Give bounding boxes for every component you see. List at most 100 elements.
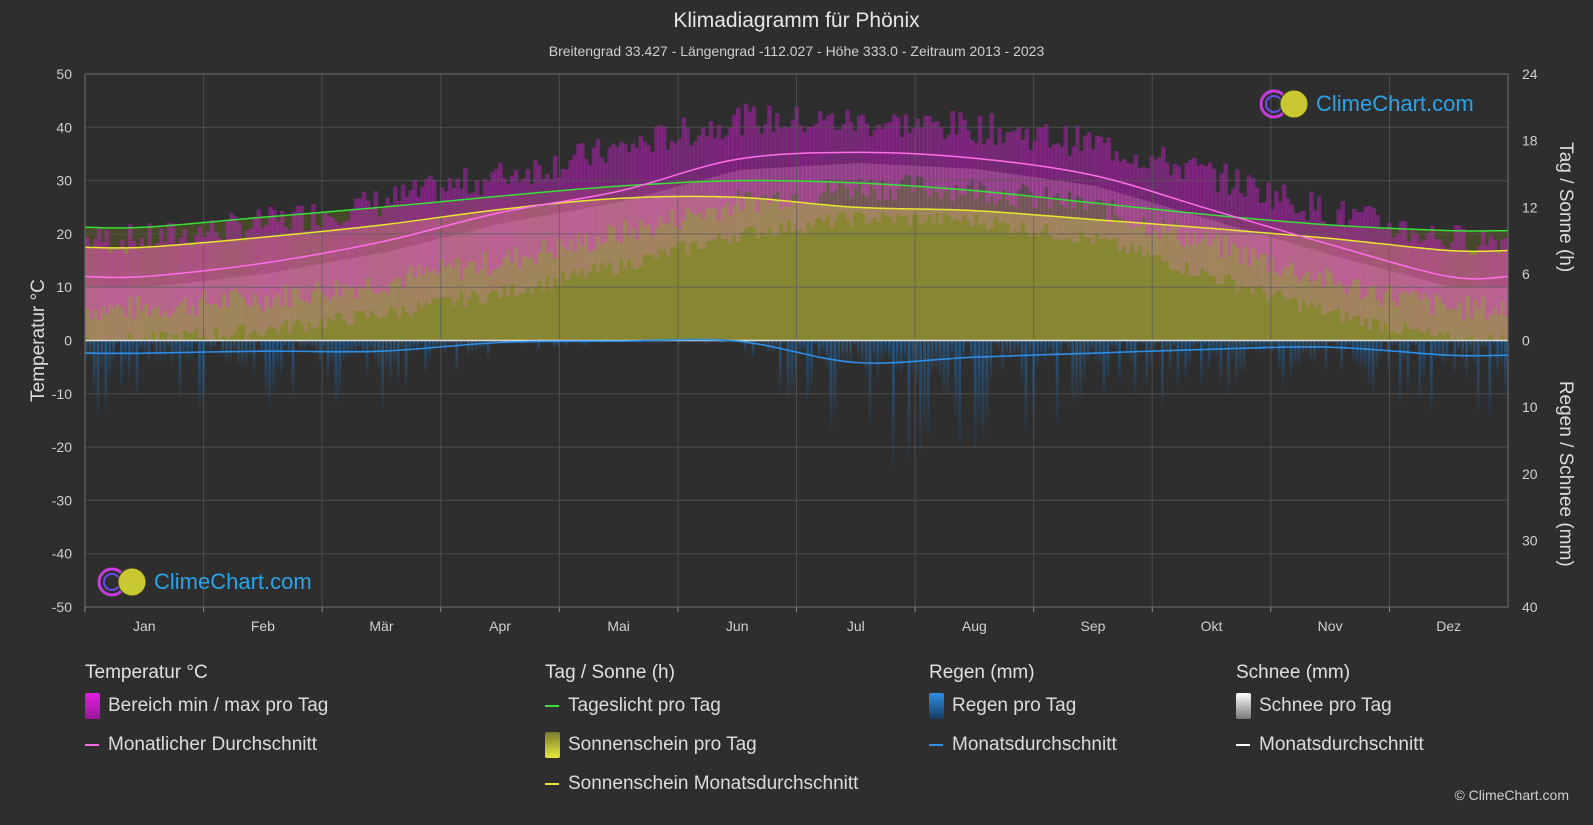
rain-bar <box>357 340 361 347</box>
temp-range-bar <box>357 198 363 287</box>
temp-range-bar <box>1305 247 1310 308</box>
temp-range-bar <box>264 273 269 331</box>
temp-range-bar <box>147 223 152 318</box>
temp-range-bar <box>283 270 289 320</box>
temp-range-bar <box>1359 263 1365 326</box>
rain-bar <box>474 340 478 351</box>
sun-tick-label: 24 <box>1522 66 1538 82</box>
temp-range-bar <box>1277 202 1283 276</box>
temp-range-bar <box>1090 149 1096 206</box>
temp-range-bar <box>1254 233 1260 287</box>
temp-range-bar <box>584 159 589 234</box>
temp-range-bar <box>607 203 612 263</box>
rain-bar <box>751 340 755 358</box>
temp-range-bar <box>521 219 527 294</box>
temp-range-bar <box>564 169 570 251</box>
rain-bar <box>677 340 681 345</box>
temp-range-bar <box>1328 225 1334 273</box>
temp-range-bar <box>763 124 768 195</box>
rain-bar <box>966 340 969 344</box>
temp-range-bar <box>673 187 679 248</box>
temp-range-bar <box>1223 224 1228 276</box>
rain-bar <box>283 340 287 348</box>
rain-bar <box>564 340 568 349</box>
rain-bar <box>1235 340 1238 385</box>
temp-range-bar <box>697 135 702 214</box>
rain-bar <box>1059 340 1063 354</box>
rain-bar <box>985 340 989 424</box>
rain-bar <box>1196 340 1199 345</box>
temp-range-bar <box>1472 287 1478 341</box>
rain-bar <box>1496 340 1500 375</box>
temp-range-bar <box>1332 255 1338 310</box>
temp-range-bar <box>751 106 757 199</box>
rain-bar <box>950 340 954 357</box>
rain-bar <box>969 340 973 363</box>
temp-range-bar <box>1418 279 1423 332</box>
rain-bar <box>116 340 119 344</box>
temp-range-bar <box>603 204 609 268</box>
temp-range-bar <box>1063 181 1069 240</box>
temp-range-bar <box>689 145 694 214</box>
rain-bar <box>775 340 778 347</box>
temp-range-bar <box>1320 252 1326 315</box>
temp-range-bar <box>973 142 979 199</box>
temp-range-bar <box>1449 287 1455 341</box>
temp-range-bar <box>233 215 238 290</box>
rain-bar <box>814 340 817 345</box>
temp-range-bar <box>1051 144 1057 197</box>
temp-range-bar <box>1215 221 1221 284</box>
temp-range-bar <box>463 167 468 269</box>
temp-range-bar <box>166 222 172 318</box>
rain-bar <box>420 340 424 345</box>
rain-bar <box>1355 340 1359 367</box>
rain-bar <box>821 340 825 352</box>
y-tick-label: 0 <box>64 333 72 349</box>
rain-bar <box>755 340 759 344</box>
temp-range-bar <box>354 257 359 311</box>
temp-range-bar <box>1313 210 1318 281</box>
y-tick-label: 10 <box>56 279 72 295</box>
temp-range-bar <box>817 110 823 197</box>
temp-range-bar <box>833 164 839 222</box>
rain-bar <box>229 340 232 362</box>
temp-range-bar <box>1149 155 1154 236</box>
rain-bar <box>1484 340 1488 348</box>
temp-range-bar <box>700 127 706 219</box>
temp-range-bar <box>767 168 772 229</box>
temp-range-bar <box>299 206 304 301</box>
temp-range-bar <box>1320 220 1326 287</box>
temp-range-bar <box>892 114 897 200</box>
rain-bar <box>400 340 404 351</box>
temp-range-bar <box>201 280 207 335</box>
temp-range-bar <box>775 113 780 192</box>
temp-range-bar <box>237 222 242 294</box>
rain-bar <box>934 340 938 371</box>
rain-bar <box>1012 340 1016 356</box>
rain-bar <box>1445 340 1449 361</box>
temp-range-bar <box>1196 216 1201 277</box>
temp-range-bar <box>1102 188 1108 238</box>
temp-range-bar <box>825 164 831 215</box>
temp-range-bar <box>463 232 468 307</box>
temp-range-bar <box>381 208 386 291</box>
temp-range-bar <box>1332 225 1338 285</box>
temp-range-bar <box>420 242 425 308</box>
temp-range-bar <box>256 274 262 335</box>
temp-range-bar <box>369 208 375 290</box>
rain-bar <box>1016 340 1020 352</box>
temp-range-bar <box>412 180 417 278</box>
rain-bar <box>252 340 256 375</box>
temp-range-bar <box>1098 136 1104 201</box>
rain-bar <box>354 340 357 352</box>
temp-range-bar <box>1227 225 1232 275</box>
temp-range-bar <box>1484 245 1490 320</box>
temp-range-bar <box>346 220 351 290</box>
rain-bar <box>1051 340 1055 359</box>
temp-range-bar <box>361 256 367 312</box>
temp-range-bar <box>225 278 230 339</box>
temp-range-bar <box>127 287 133 334</box>
temp-range-bar <box>1016 126 1022 190</box>
rain-bar <box>276 340 279 369</box>
temp-range-bar <box>1344 259 1349 313</box>
